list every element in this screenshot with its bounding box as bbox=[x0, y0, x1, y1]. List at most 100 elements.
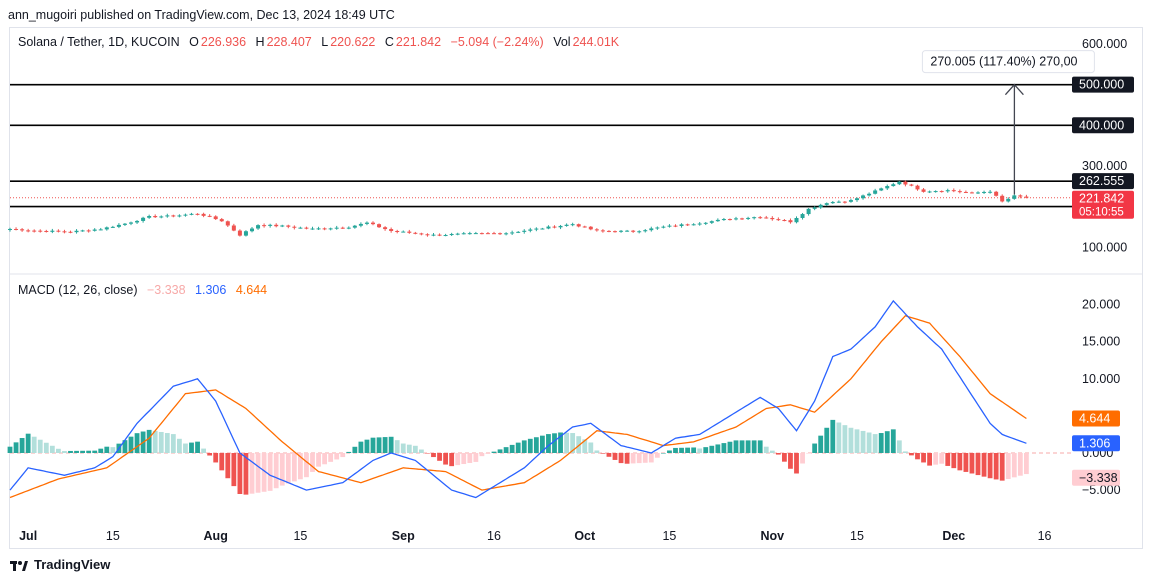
macd-histogram-bar bbox=[80, 450, 85, 453]
macd-histogram-bar bbox=[364, 439, 370, 453]
candle bbox=[286, 225, 291, 227]
macd-histogram-bar bbox=[146, 429, 152, 453]
macd-histogram-bar bbox=[842, 425, 848, 453]
macd-histogram-bar bbox=[376, 437, 382, 453]
candle bbox=[310, 228, 315, 230]
legend-symbol[interactable]: Solana / Tether, 1D, KUCOIN bbox=[18, 35, 180, 49]
price-axis-tick: 600.000 bbox=[1082, 37, 1127, 51]
macd-histogram-bar bbox=[727, 441, 733, 453]
candle bbox=[576, 224, 581, 227]
candle bbox=[764, 217, 769, 219]
candle bbox=[631, 230, 636, 232]
tradingview-brand[interactable]: TradingView bbox=[10, 557, 110, 572]
macd-histogram-bar bbox=[152, 430, 158, 453]
candle bbox=[280, 225, 285, 227]
macd-histogram-bar bbox=[328, 453, 334, 462]
macd-histogram-bar bbox=[92, 450, 98, 453]
macd-histogram-bar bbox=[794, 453, 799, 474]
macd-histogram-bar bbox=[68, 450, 73, 453]
candle bbox=[425, 234, 430, 236]
macd-histogram-bar bbox=[733, 440, 739, 453]
level-label-box bbox=[1072, 173, 1134, 190]
macd-histogram-bar bbox=[951, 453, 957, 469]
candle bbox=[836, 201, 841, 203]
macd-histogram-bar bbox=[255, 453, 261, 493]
candle bbox=[449, 234, 454, 236]
macd-histogram-bar bbox=[521, 440, 527, 453]
macd-histogram-bar bbox=[540, 435, 545, 453]
candle bbox=[794, 217, 799, 223]
candle bbox=[268, 224, 273, 226]
candle bbox=[734, 218, 738, 220]
macd-histogram-bar bbox=[298, 453, 303, 480]
macd-histogram-bar bbox=[37, 439, 43, 453]
macd-histogram-bar bbox=[594, 450, 600, 453]
candle bbox=[68, 231, 73, 233]
current-price-box bbox=[1072, 190, 1134, 219]
macd-histogram-bar bbox=[703, 447, 709, 453]
candle bbox=[848, 200, 853, 202]
candle bbox=[371, 222, 375, 225]
candle bbox=[467, 233, 472, 235]
legend-volume-label: Vol bbox=[553, 35, 571, 49]
macd-histogram-bar bbox=[479, 453, 485, 457]
macd-histogram-bar bbox=[812, 443, 818, 453]
macd-histogram-bar bbox=[443, 453, 448, 465]
candle bbox=[697, 223, 702, 225]
macd-histogram-bar bbox=[358, 441, 364, 453]
macd-histogram-bar bbox=[316, 453, 321, 467]
macd-legend-signal: 4.644 bbox=[235, 283, 268, 297]
candle bbox=[377, 224, 382, 228]
macd-histogram-bar bbox=[122, 440, 128, 453]
candle bbox=[939, 191, 944, 193]
candle bbox=[661, 226, 666, 228]
macd-histogram-bar bbox=[939, 453, 945, 464]
candle bbox=[492, 233, 496, 235]
candle bbox=[346, 227, 351, 229]
price-legend: Solana / Tether, 1D, KUCOIN O 226.936 H 22… bbox=[18, 35, 621, 49]
candle bbox=[419, 233, 424, 235]
macd-histogram-bar bbox=[788, 453, 793, 469]
macd-histogram-bar bbox=[909, 453, 914, 456]
x-axis-tick: Dec bbox=[942, 529, 965, 543]
macd-histogram-bar bbox=[515, 442, 521, 453]
candle bbox=[1012, 195, 1017, 199]
candle bbox=[455, 233, 460, 235]
macd-histogram-bar bbox=[527, 438, 533, 453]
candle bbox=[50, 230, 55, 232]
macd-histogram-bar bbox=[848, 427, 854, 453]
macd-histogram-bar bbox=[394, 440, 400, 453]
macd-histogram-bar bbox=[13, 442, 19, 453]
candle bbox=[842, 201, 847, 203]
macd-histogram-bar bbox=[546, 434, 551, 453]
level-label-text: 262.555 bbox=[1079, 174, 1124, 188]
macd-histogram-bar bbox=[606, 453, 612, 457]
macd-histogram-bar bbox=[237, 453, 243, 494]
candle bbox=[643, 230, 648, 232]
candle bbox=[171, 215, 176, 217]
measure-arrowhead bbox=[1004, 83, 1024, 96]
macd-histogram-bar bbox=[642, 453, 648, 463]
candle bbox=[328, 228, 333, 230]
tradingview-brand-text: TradingView bbox=[34, 557, 111, 572]
level-label-box bbox=[1072, 117, 1134, 134]
candle bbox=[957, 191, 962, 193]
macd-histogram-bar bbox=[933, 453, 939, 465]
macd-histogram-bar bbox=[745, 440, 751, 453]
candle bbox=[62, 231, 67, 233]
macd-histogram-bar bbox=[128, 436, 134, 453]
candle bbox=[237, 230, 242, 236]
macd-histogram-bar bbox=[388, 436, 394, 453]
candle bbox=[473, 233, 478, 235]
macd-histogram-bar bbox=[104, 446, 110, 453]
candle bbox=[413, 232, 418, 234]
candle bbox=[298, 227, 303, 229]
macd-histogram-bar bbox=[582, 439, 588, 453]
candle bbox=[44, 230, 49, 232]
macd-histogram-bar bbox=[1017, 453, 1023, 476]
macd-histogram-bar bbox=[195, 441, 200, 453]
macd-histogram-bar bbox=[19, 438, 25, 453]
macd-legend-name[interactable]: MACD (12, 26, close) bbox=[18, 283, 138, 297]
macd-histogram-bar bbox=[775, 453, 781, 455]
